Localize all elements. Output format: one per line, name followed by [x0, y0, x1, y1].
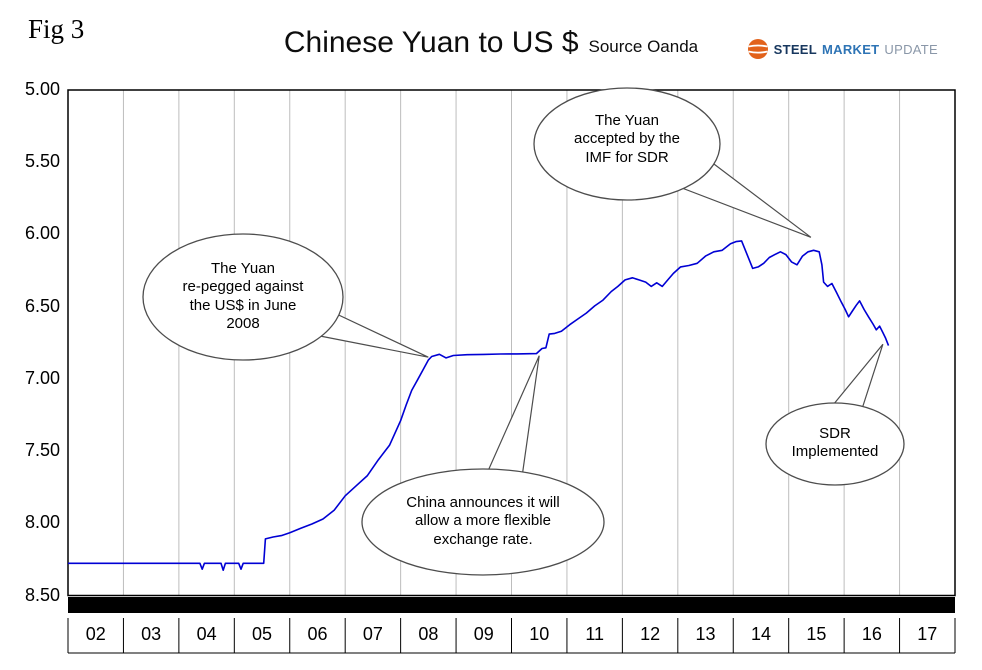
y-axis-label: 7.00 — [24, 367, 60, 388]
callout-flexible-rate-text: China announces it will allow a more fle… — [406, 494, 560, 548]
callout-bubble — [533, 87, 721, 201]
logo-text-update: UPDATE — [884, 41, 938, 57]
x-axis-label: 11 — [585, 624, 604, 644]
callout-repeg-text: The Yuan re-pegged against the US$ in Ju… — [182, 260, 304, 332]
steel-market-update-logo: STEEL MARKET UPDATE — [747, 38, 938, 60]
callout-imf-sdr-text: The Yuan accepted by the IMF for SDR — [574, 112, 680, 166]
x-axis-label: 17 — [917, 624, 938, 644]
logo-text-market: MARKET — [822, 41, 880, 57]
callout-tail — [487, 355, 540, 478]
x-axis-label: 10 — [529, 624, 550, 644]
x-axis-label: 14 — [750, 624, 771, 644]
bottom-black-bar — [68, 597, 955, 613]
plot-border — [67, 89, 956, 597]
x-axis-label: 06 — [307, 624, 328, 644]
chart-title-row: Chinese Yuan to US $ Source Oanda — [0, 26, 982, 60]
chart-title: Chinese Yuan to US $ — [283, 26, 579, 59]
x-axis-label: 02 — [85, 624, 106, 644]
x-axis-label: 09 — [473, 624, 494, 644]
x-axis-label: 04 — [196, 624, 217, 644]
callout-bubble — [361, 468, 605, 576]
x-axis-label: 12 — [640, 624, 661, 644]
callout-tail — [831, 343, 884, 413]
callout-bubble — [142, 233, 344, 361]
y-axis-label: 8.00 — [24, 512, 60, 533]
logo-text-steel: STEEL — [773, 41, 818, 57]
y-axis-label: 6.50 — [24, 295, 60, 316]
y-axis-label: 8.50 — [24, 584, 60, 605]
x-axis-label: 05 — [252, 624, 273, 644]
x-axis-label: 03 — [141, 624, 162, 644]
x-axis-label: 16 — [861, 624, 882, 644]
x-axis-label: 13 — [695, 624, 716, 644]
x-axis-label: 07 — [362, 624, 383, 644]
x-axis-label: 15 — [806, 624, 827, 644]
y-axis-label: 6.00 — [24, 223, 60, 244]
y-axis-label: 5.00 — [24, 79, 60, 99]
callout-bubble — [765, 402, 905, 486]
globe-icon — [747, 39, 768, 59]
figure-label: Fig 3 — [28, 14, 85, 44]
y-axis-label: 7.50 — [24, 440, 60, 461]
x-axis-label: 08 — [418, 624, 439, 644]
chart-source: Source Oanda — [588, 37, 699, 56]
series-line — [68, 240, 890, 572]
callout-sdr-implemented-text: SDR Implemented — [791, 425, 879, 461]
y-axis-label: 5.50 — [24, 151, 60, 172]
